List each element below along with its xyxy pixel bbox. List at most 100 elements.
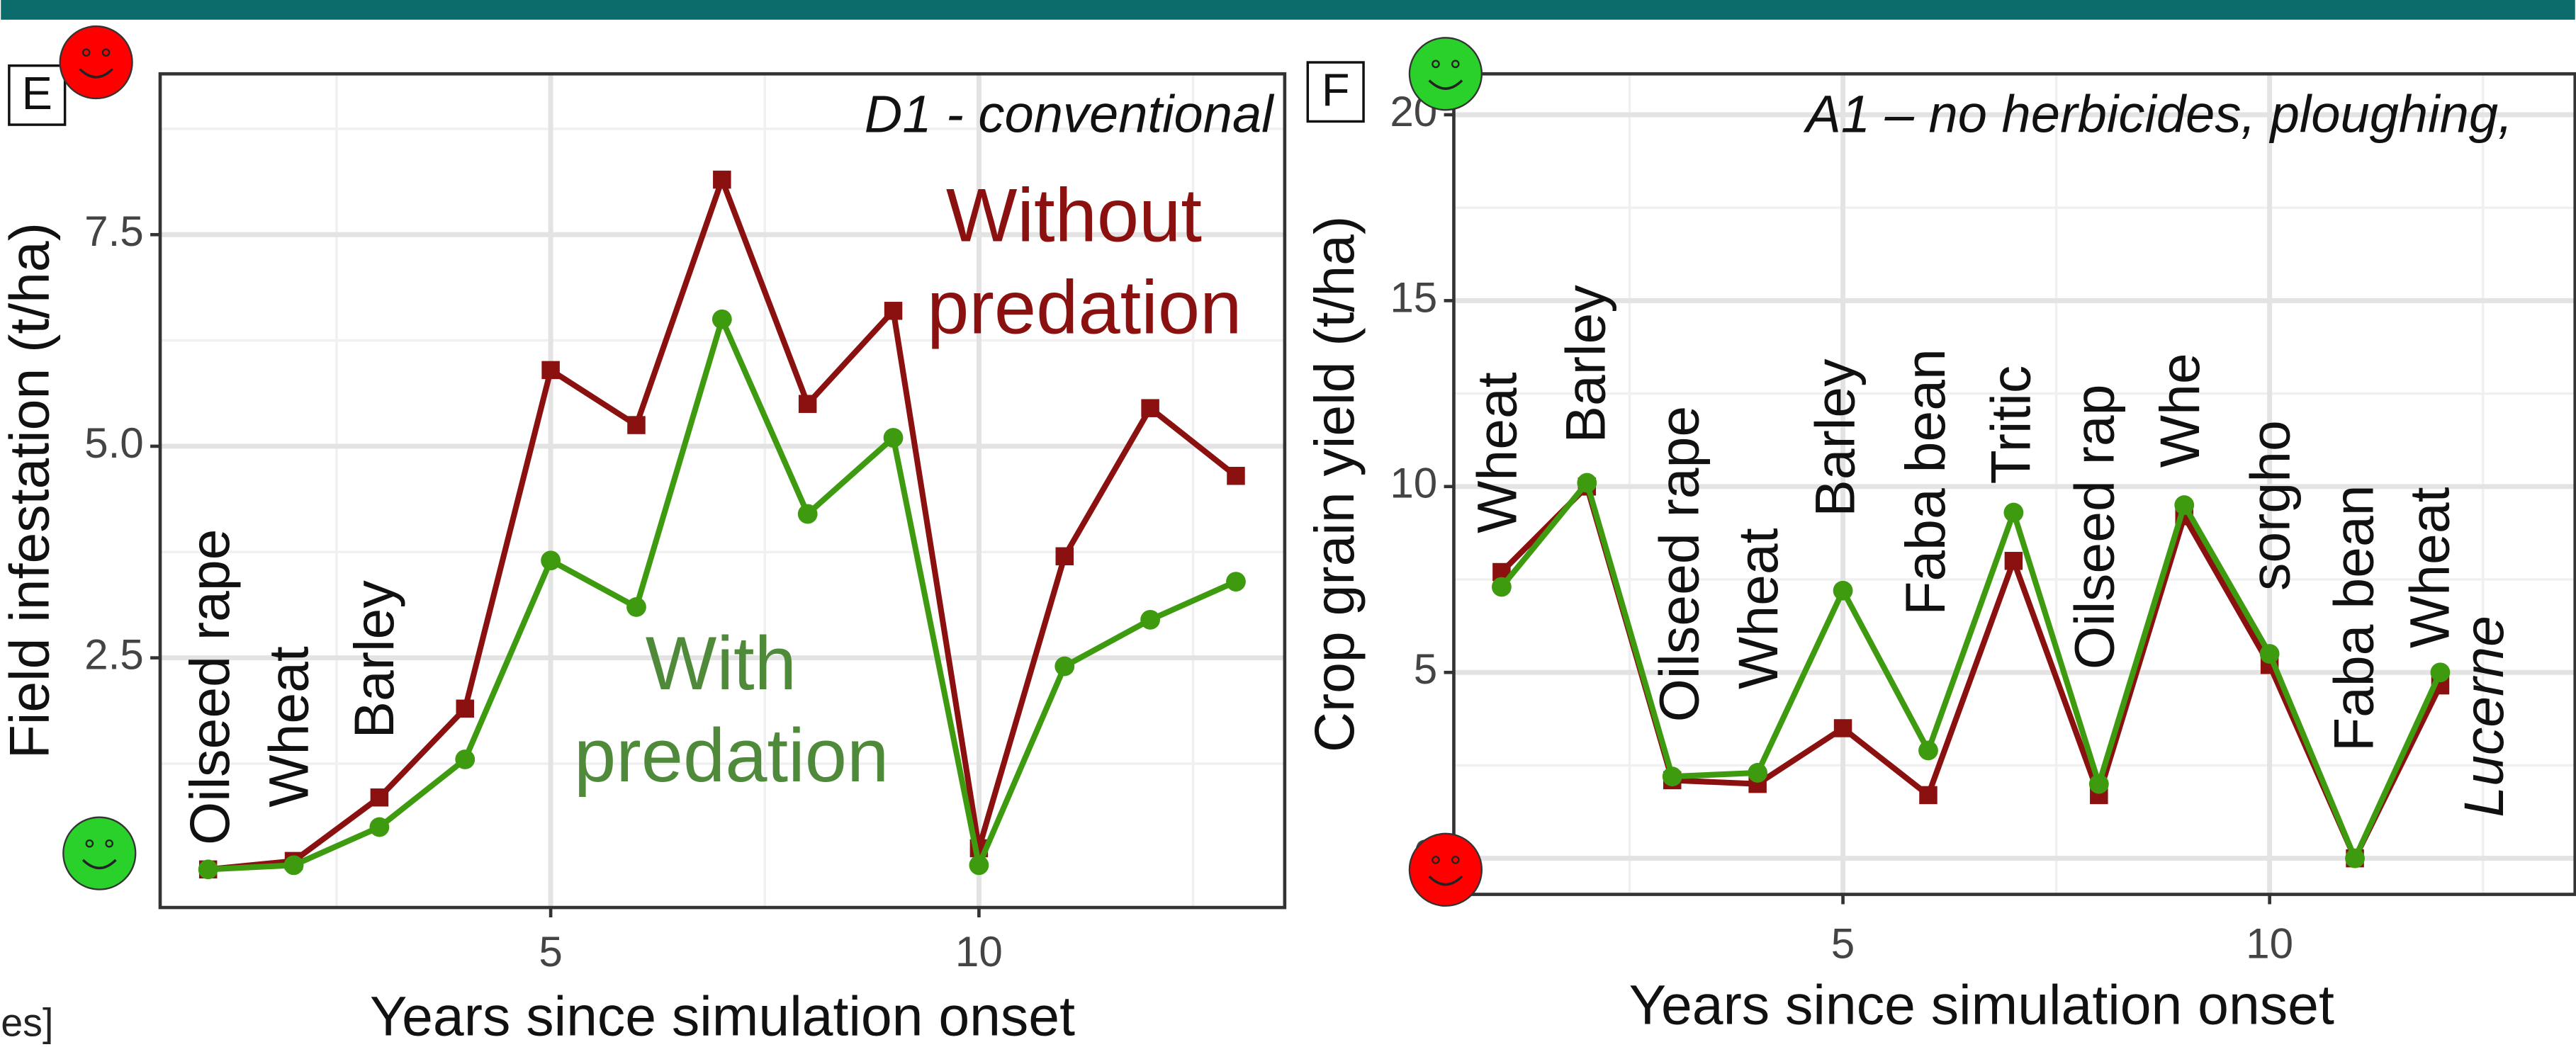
point-circle — [2259, 644, 2280, 664]
x-tick-label: 5 — [539, 927, 563, 975]
crop-label: Oilseed rape — [1648, 406, 1711, 723]
chart-title: D1 - conventional — [865, 84, 1275, 143]
point-square — [1919, 786, 1937, 805]
crop-label: Wheat — [257, 646, 320, 808]
crop-label: Barley — [343, 580, 405, 739]
smiley-eye — [81, 48, 91, 57]
smiley-mouth — [79, 68, 114, 79]
point-circle — [1226, 572, 1246, 592]
point-square — [884, 302, 903, 320]
series-line — [1499, 477, 2443, 866]
y-axis-label: Crop grain yield (t/ha) — [1303, 216, 1366, 752]
chart: 51005101520WheatBarleyOilseed rapeWheatB… — [1303, 61, 2576, 1036]
smiley-eye — [1451, 60, 1460, 69]
point-circle — [1054, 656, 1075, 677]
chart: 5 10 2.5 5.0 7.5 Oilseed rape Wheat Barley Witho… — [0, 64, 1287, 1047]
chart-title: A1 – no herbicides, ploughing, — [1803, 84, 2512, 143]
y-tick-label: 10 — [1390, 459, 1437, 507]
series-annotation: Without predation — [927, 174, 1242, 350]
crop-label: Tritic — [1980, 366, 2042, 485]
y-tick-label: 7.5 — [84, 207, 144, 255]
point-square — [541, 361, 560, 380]
plot-background — [159, 74, 1285, 908]
point-square — [1833, 719, 1852, 737]
smiley-mouth — [1428, 875, 1463, 886]
crop-label: Barley — [1555, 285, 1617, 443]
crop-label: Whe — [2149, 353, 2211, 468]
point-square — [627, 416, 646, 434]
point-square — [1227, 467, 1245, 485]
top-bar — [1, 0, 2575, 20]
point-circle — [1833, 580, 1853, 601]
point-circle — [541, 550, 561, 571]
point-circle — [1577, 472, 1597, 493]
point-square — [798, 395, 817, 413]
smiley-eye — [1432, 60, 1440, 69]
point-circle — [198, 859, 218, 880]
smiley — [62, 816, 137, 890]
point-circle — [2345, 848, 2365, 868]
point-circle — [2174, 495, 2195, 515]
smiley-eye — [85, 839, 94, 848]
smiley — [59, 25, 133, 100]
point-square — [456, 699, 474, 718]
crop-label: Faba bean — [2323, 485, 2385, 752]
point-circle — [455, 749, 476, 769]
panel-box — [8, 64, 67, 126]
point-circle — [626, 597, 646, 617]
smiley-eye — [1451, 856, 1460, 864]
crop-label: Oilseed rape — [179, 529, 241, 846]
x-axis-label: Years since simulation onset — [370, 985, 1075, 1047]
crop-label: Barley — [1804, 358, 1867, 517]
point-square — [2004, 552, 2023, 570]
y-tick-label: 5 — [1414, 645, 1438, 693]
crop-label: Faba bean — [1894, 349, 1957, 616]
point-circle — [1662, 766, 1682, 787]
panel-label: F — [1322, 64, 1350, 115]
crop-label: Lucerne — [2453, 616, 2515, 817]
x-tick-label: 10 — [2246, 919, 2293, 968]
point-square — [1055, 547, 1074, 566]
y-tick-label: 5.0 — [84, 419, 144, 467]
x-axis-label: Years since simulation onset — [1629, 974, 2334, 1036]
point-circle — [2003, 502, 2024, 523]
crop-label: Wheat — [2398, 487, 2460, 648]
point-square — [370, 788, 389, 807]
point-circle — [1918, 740, 1938, 761]
point-circle — [2430, 662, 2451, 683]
x-tick-label: 10 — [955, 927, 1003, 975]
smiley — [1408, 832, 1483, 907]
point-circle — [1492, 577, 1512, 597]
point-circle — [2088, 774, 2109, 794]
point-circle — [1140, 609, 1161, 630]
y-axis-label: Field infestation (t/ha) — [0, 222, 60, 759]
plot-border — [1452, 72, 2576, 896]
point-square — [1141, 399, 1159, 417]
smiley-eye — [1432, 856, 1440, 864]
point-circle — [712, 309, 732, 329]
y-tick-label: 15 — [1390, 273, 1437, 321]
panel-label: E — [22, 67, 52, 119]
smiley-eye — [105, 839, 113, 848]
point-square — [713, 170, 731, 189]
crop-label: Wheat — [1727, 528, 1789, 689]
y-tick-label: 2.5 — [84, 630, 144, 679]
smiley-eye — [101, 48, 111, 57]
crop-label: sorgho — [2239, 420, 2302, 591]
series-annotation: With predation — [574, 621, 889, 798]
smiley-mouth — [1428, 79, 1463, 90]
point-circle — [369, 817, 390, 837]
point-circle — [797, 504, 818, 524]
crop-label: Wheat — [1466, 372, 1528, 533]
x-tick-label: 5 — [1831, 919, 1855, 968]
point-circle — [883, 428, 904, 448]
smiley-mouth — [81, 859, 117, 870]
point-circle — [969, 855, 989, 876]
crop-label: Oilseed rap — [2064, 384, 2126, 669]
text-fragment: es] — [1, 1001, 53, 1045]
point-circle — [1748, 763, 1768, 783]
panel-box — [1306, 61, 1365, 123]
